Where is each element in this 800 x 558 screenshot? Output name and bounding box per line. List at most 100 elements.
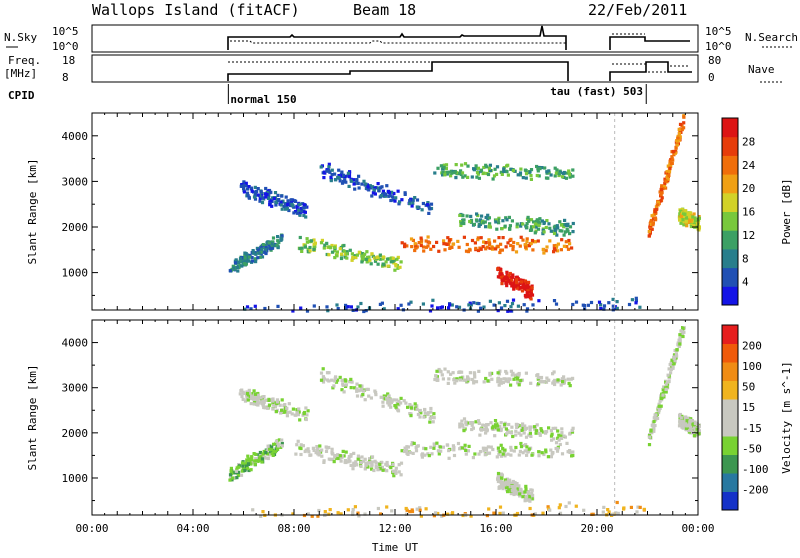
power-colorbar-tick: 20 [742,182,755,195]
power-cell [524,245,528,249]
velocity-cell [277,438,281,442]
power-cell [664,179,668,183]
velocity-cell [247,462,251,466]
velocity-cell [340,388,344,392]
power-cell [442,242,446,246]
power-cell [256,248,260,252]
power-cell [347,184,351,188]
velocity-cell [469,514,473,518]
power-cell [556,249,560,253]
velocity-cell [389,466,393,470]
power-frame [91,112,699,311]
velocity-cell [273,450,278,454]
power-cell [560,229,564,233]
power-cell [336,175,340,179]
velocity-cell [503,448,507,452]
power-cell [345,256,349,260]
velocity-cell [261,402,265,406]
velocity-cell [683,415,687,419]
power-cell [419,243,423,248]
velocity-cell [386,400,390,404]
velocity-cell [560,427,564,431]
power-cell [336,307,340,311]
velocity-cell [385,505,389,509]
power-cell [482,165,486,170]
velocity-cell [333,379,337,383]
power-cell [684,214,688,218]
velocity-cell [658,399,662,403]
velocity-cell [697,429,701,433]
velocity-cell [240,469,244,473]
velocity-cell [366,465,370,469]
power-cell [535,219,539,223]
velocity-cell [481,446,485,450]
power-cell [468,219,472,224]
power-cell [410,245,414,249]
power-cell [563,218,567,222]
power-cell [474,164,478,168]
power-cell [421,302,425,306]
power-cell [519,280,524,284]
velocity-colorbar-tick: -100 [742,463,769,476]
velocity-cell [525,495,529,499]
power-cell [337,168,341,172]
power-ytick-label: 4000 [62,130,89,143]
power-colorbar-swatch [722,230,738,250]
velocity-cell [554,446,558,451]
velocity-cell [441,377,445,381]
velocity-ytick-label: 1000 [62,472,89,485]
velocity-cell [387,403,391,407]
velocity-cell [516,486,520,490]
velocity-cell [352,451,356,455]
velocity-cell [355,388,359,392]
power-cell [516,304,520,308]
power-cell [507,215,511,219]
power-cell [426,201,430,205]
power-cell [568,175,572,179]
velocity-cell [501,485,505,490]
power-cell [537,174,541,178]
power-cell [244,252,248,256]
nsky-tick-high: 10^5 [52,25,79,38]
power-cell [508,271,512,276]
velocity-cell [307,450,311,454]
velocity-cell [355,382,359,386]
power-cell [568,173,572,177]
power-cell [562,225,566,229]
power-cell [360,254,364,258]
velocity-cell [677,424,682,428]
power-cell [306,250,310,254]
power-cell [442,165,446,169]
power-cell [682,223,686,227]
velocity-cell [352,463,356,467]
nsky-trace [227,25,567,50]
power-colorbar-tick: 24 [742,159,756,172]
power-cell [303,245,307,249]
velocity-cell [560,431,564,435]
power-cell [330,168,334,172]
velocity-cell [493,419,498,423]
velocity-cell [549,448,553,452]
velocity-cell [236,473,241,478]
velocity-cell [330,452,334,456]
velocity-cell [517,371,521,376]
velocity-cell [374,393,378,397]
velocity-cell [340,454,344,458]
velocity-cell [519,445,524,449]
velocity-cell [514,422,518,426]
velocity-cell [689,419,693,423]
power-cell [275,243,279,247]
velocity-cell [251,397,256,401]
velocity-cell [477,369,481,373]
velocity-cell [532,425,537,429]
power-cell [540,166,544,170]
velocity-cell [680,419,684,423]
velocity-cell [498,511,502,515]
velocity-cell [426,452,430,456]
power-cell [564,176,568,180]
power-colorbar-swatch [722,192,738,212]
power-cell [352,178,356,182]
velocity-cell [496,446,500,450]
velocity-cell [652,419,656,424]
power-cell [253,185,257,189]
